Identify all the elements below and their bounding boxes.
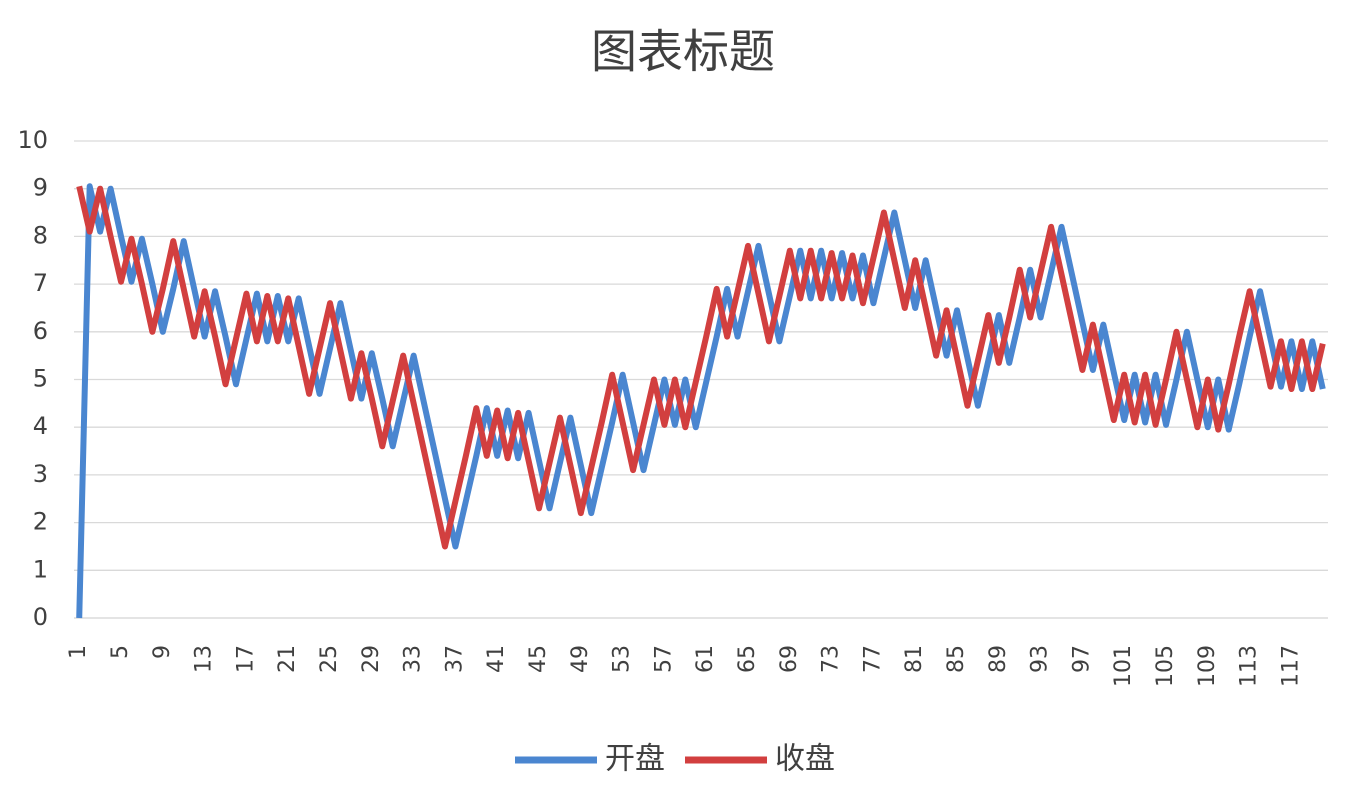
x-tick-label: 25: [317, 645, 342, 673]
legend-label: 开盘: [605, 742, 665, 777]
x-tick-label: 81: [902, 645, 927, 673]
series-line: [76, 185, 1326, 550]
x-tick-label: 53: [610, 645, 635, 673]
chart-title: 图表标题: [591, 25, 775, 79]
x-tick-label: 37: [442, 645, 467, 673]
y-tick-label: 8: [33, 221, 48, 249]
x-tick-label: 85: [944, 645, 969, 673]
series-line: [76, 183, 1326, 619]
x-tick-label: 41: [484, 645, 509, 673]
x-tick-label: 113: [1237, 645, 1262, 687]
y-tick-label: 2: [33, 508, 48, 536]
x-tick-label: 69: [777, 645, 802, 673]
x-tick-label: 29: [359, 645, 384, 673]
x-tick-label: 13: [192, 645, 217, 673]
x-tick-label: 117: [1278, 645, 1303, 687]
y-tick-label: 3: [33, 460, 48, 488]
y-tick-label: 1: [33, 555, 48, 583]
x-tick-label: 1: [66, 645, 91, 659]
x-tick-label: 49: [568, 645, 593, 673]
x-tick-label: 105: [1153, 645, 1178, 687]
legend-label: 收盘: [775, 742, 835, 777]
x-tick-label: 45: [526, 645, 551, 673]
y-tick-label: 5: [33, 365, 48, 393]
y-tick-label: 7: [33, 269, 48, 297]
x-tick-label: 97: [1069, 645, 1094, 673]
x-tick-label: 109: [1195, 645, 1220, 687]
x-tick-label: 77: [860, 645, 885, 673]
x-tick-label: 93: [1028, 645, 1053, 673]
y-tick-label: 9: [33, 174, 48, 202]
x-tick-label: 21: [275, 645, 300, 673]
x-tick-label: 17: [233, 645, 258, 673]
y-tick-label: 4: [33, 412, 48, 440]
x-tick-label: 89: [986, 645, 1011, 673]
x-tick-label: 9: [150, 645, 175, 659]
x-tick-label: 61: [693, 645, 718, 673]
x-tick-label: 33: [401, 645, 426, 673]
x-tick-label: 5: [108, 645, 133, 659]
y-tick-label: 10: [17, 126, 48, 154]
x-tick-label: 57: [651, 645, 676, 673]
x-tick-label: 65: [735, 645, 760, 673]
y-tick-label: 6: [33, 317, 48, 345]
x-tick-label: 101: [1111, 645, 1136, 687]
x-tick-label: 73: [819, 645, 844, 673]
y-tick-label: 0: [33, 603, 48, 631]
